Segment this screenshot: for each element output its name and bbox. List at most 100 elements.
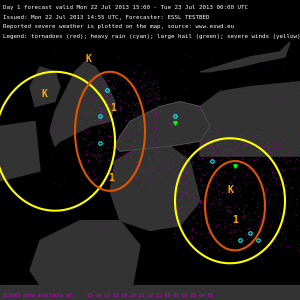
Point: [210, 67, 215, 72]
Point: [172, 141, 176, 146]
Point: [251, 170, 256, 175]
Point: [202, 245, 207, 250]
Point: [227, 230, 232, 235]
Point: [239, 214, 244, 218]
Point: [230, 214, 235, 218]
Point: [183, 189, 188, 194]
Point: [194, 213, 199, 218]
Point: [175, 171, 180, 176]
Point: [258, 234, 262, 239]
Point: [226, 208, 231, 212]
Point: [125, 90, 130, 94]
Point: [108, 92, 113, 96]
Point: [272, 193, 276, 198]
Point: [99, 133, 103, 138]
Point: [192, 148, 197, 153]
Point: [134, 171, 139, 176]
Polygon shape: [200, 42, 290, 72]
Point: [245, 204, 250, 209]
Point: [107, 101, 112, 106]
Point: [147, 94, 152, 98]
Point: [100, 81, 105, 86]
Point: [130, 76, 134, 81]
Point: [146, 183, 151, 188]
Point: [236, 189, 241, 194]
Point: [261, 215, 266, 220]
Point: [231, 176, 236, 181]
Point: [280, 240, 284, 245]
Point: [297, 159, 300, 164]
Point: [136, 127, 141, 132]
Point: [117, 106, 122, 111]
Point: [262, 218, 267, 223]
Point: [103, 122, 108, 127]
Point: [244, 142, 248, 146]
Point: [214, 208, 219, 213]
Point: [91, 177, 95, 182]
Point: [99, 80, 104, 84]
Point: [140, 154, 145, 159]
Point: [111, 98, 116, 102]
Point: [221, 169, 226, 174]
Point: [214, 128, 219, 133]
Point: [139, 74, 144, 79]
Point: [123, 117, 128, 122]
Point: [176, 206, 181, 211]
Point: [190, 233, 195, 238]
Point: [226, 239, 231, 244]
Point: [195, 165, 200, 170]
Text: 1: 1: [232, 214, 238, 225]
Point: [90, 140, 94, 145]
Text: K: K: [228, 185, 234, 195]
Point: [92, 95, 96, 100]
Point: [204, 197, 209, 202]
Point: [141, 70, 146, 74]
Point: [173, 143, 178, 148]
Point: [102, 125, 107, 130]
Point: [104, 82, 109, 87]
Point: [234, 147, 239, 152]
Point: [155, 170, 160, 175]
Point: [130, 110, 135, 115]
Point: [221, 247, 226, 252]
Point: [147, 91, 152, 96]
Point: [105, 151, 110, 156]
Text: 1: 1: [108, 173, 114, 183]
Point: [278, 178, 282, 183]
Point: [282, 188, 287, 193]
Point: [121, 128, 126, 132]
Point: [258, 119, 262, 124]
Polygon shape: [50, 62, 115, 146]
Point: [227, 180, 232, 185]
Point: [173, 228, 178, 232]
Point: [118, 137, 123, 142]
Point: [290, 218, 295, 223]
Point: [278, 242, 283, 247]
Point: [97, 152, 102, 156]
Point: [131, 138, 136, 143]
Point: [214, 185, 218, 190]
Point: [212, 147, 217, 152]
Point: [84, 137, 88, 142]
Point: [110, 140, 115, 145]
Point: [150, 80, 155, 84]
Point: [97, 117, 102, 122]
Point: [147, 171, 152, 176]
Point: [142, 135, 147, 140]
Point: [237, 152, 242, 157]
Point: [146, 154, 150, 159]
Point: [107, 83, 112, 88]
Point: [267, 178, 272, 183]
Point: [264, 187, 269, 192]
Point: [154, 126, 158, 130]
Point: [138, 102, 143, 107]
Point: [81, 172, 85, 176]
Point: [213, 224, 218, 229]
Point: [112, 196, 117, 201]
Point: [183, 53, 188, 58]
Text: 1: 1: [110, 103, 116, 113]
Point: [242, 203, 247, 208]
Point: [90, 108, 95, 112]
Point: [106, 178, 111, 182]
Point: [116, 172, 121, 177]
